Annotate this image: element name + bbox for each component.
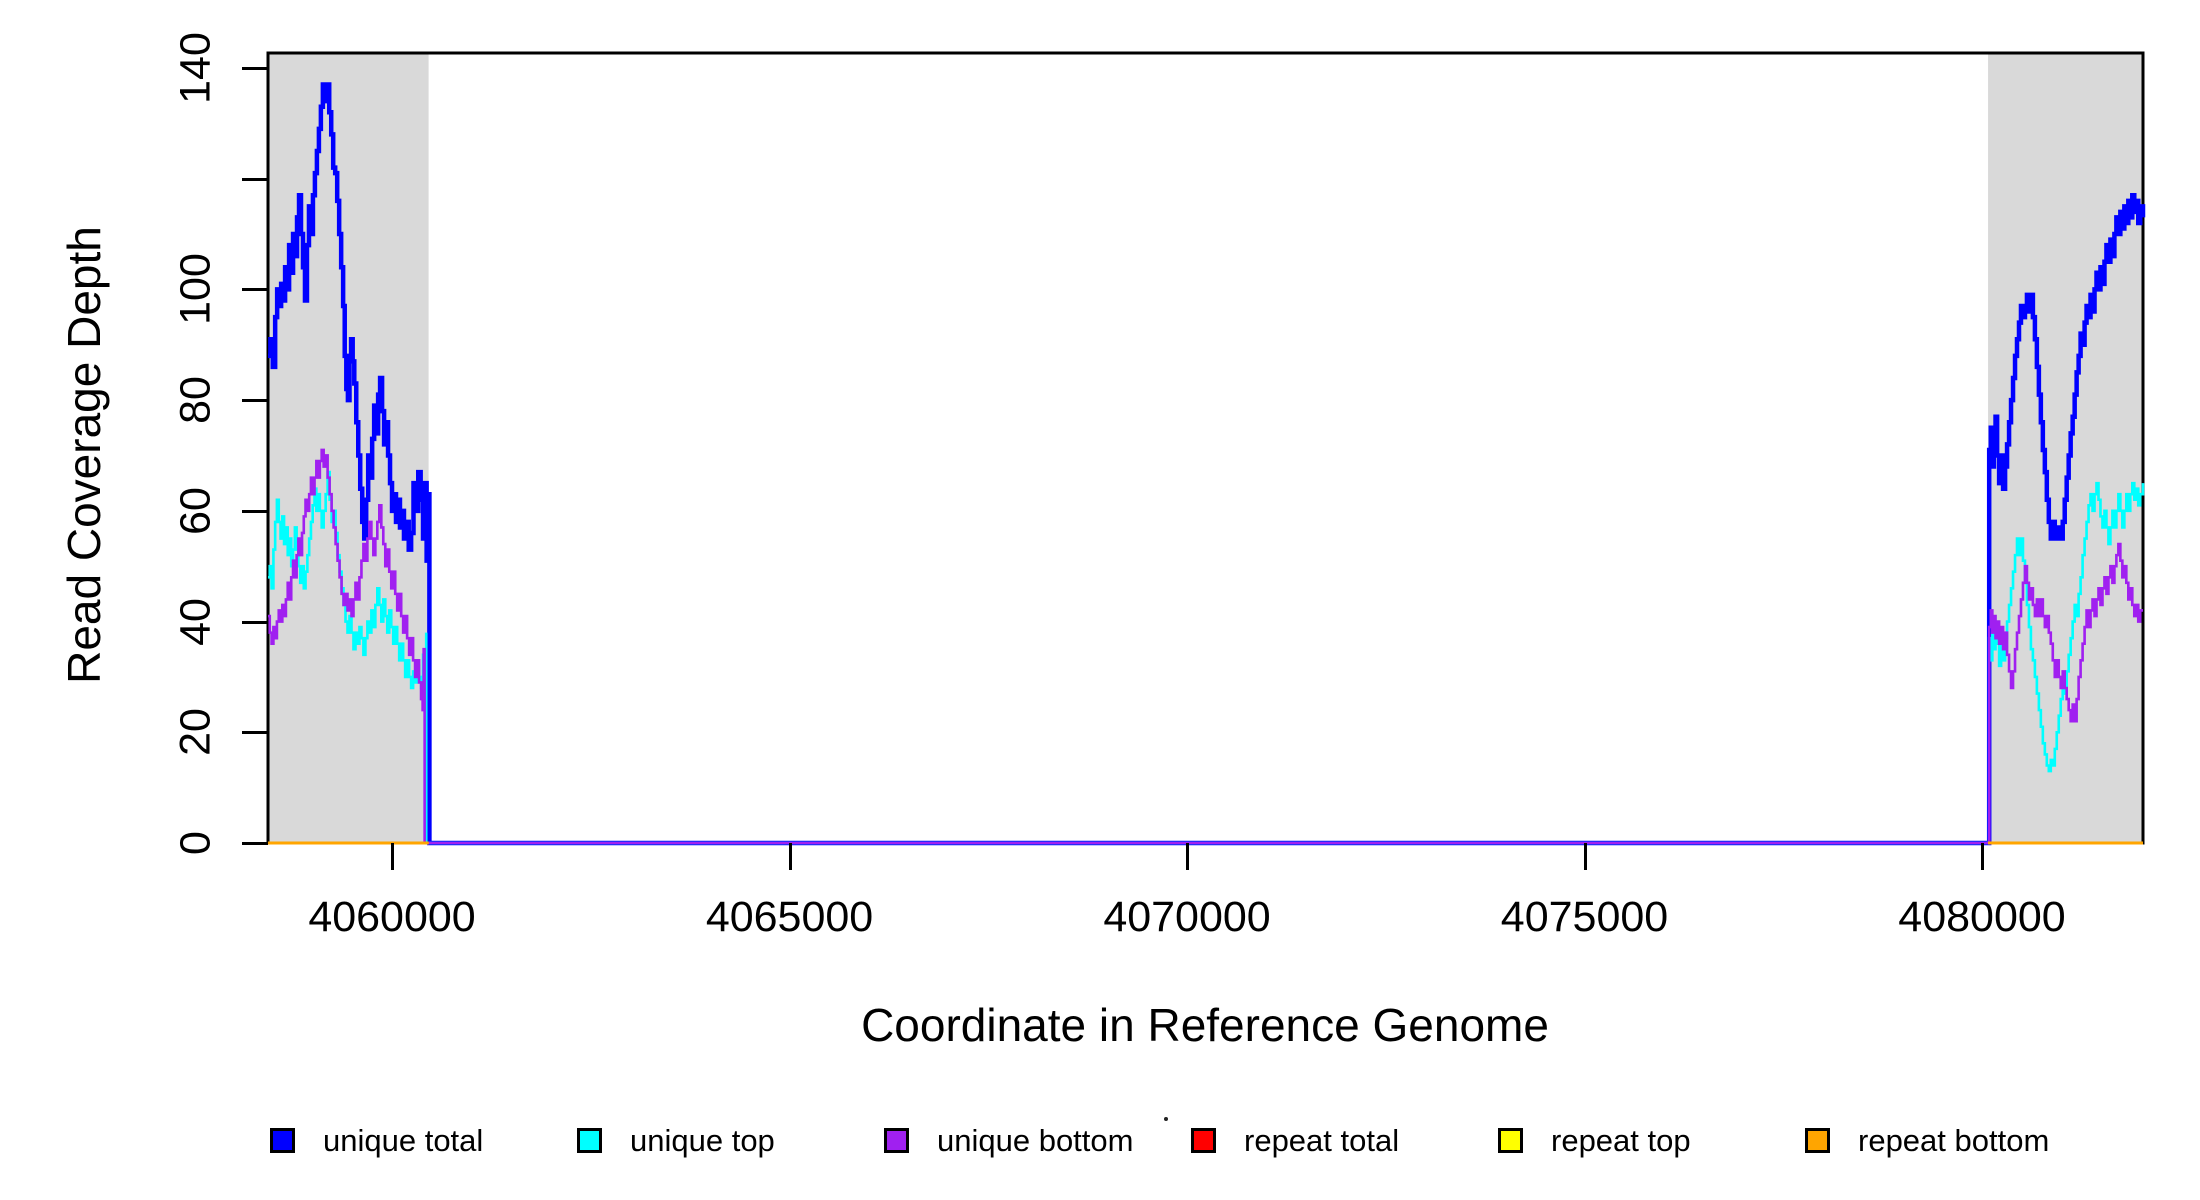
legend-label: unique total: [323, 1122, 484, 1158]
legend-swatch-unique-bottom-icon: [884, 1127, 909, 1153]
y-axis-tick: [242, 509, 268, 513]
y-axis-tick-label: 60: [171, 486, 220, 535]
y-axis-tick: [242, 620, 268, 624]
legend-item-repeat-total: repeat total: [1191, 1122, 1399, 1158]
y-axis-tick-label: 80: [171, 376, 220, 425]
legend-item-repeat-bottom: repeat bottom: [1805, 1122, 2049, 1158]
x-axis-tick: [391, 843, 395, 870]
legend-item-repeat-top: repeat top: [1498, 1122, 1691, 1158]
x-axis-tick-label: 4070000: [1103, 893, 1271, 941]
y-axis-tick-label: 20: [171, 708, 220, 757]
x-axis-tick: [1981, 843, 1984, 870]
legend-item-unique-top: unique top: [577, 1122, 775, 1158]
y-axis-tick: [242, 399, 268, 403]
repeat-region-left: [268, 53, 429, 843]
legend-label: repeat total: [1244, 1122, 1400, 1158]
repeat-region-right: [1988, 53, 2143, 843]
plot-area: [268, 53, 2143, 843]
x-axis-tick: [1583, 843, 1587, 870]
legend-swatch-repeat-total-icon: [1191, 1127, 1216, 1153]
legend-label: unique top: [630, 1122, 775, 1158]
stray-dot-artifact: [1164, 1117, 1168, 1121]
x-axis-tick: [1186, 843, 1190, 870]
y-axis-tick: [242, 177, 268, 181]
legend-swatch-repeat-bottom-icon: [1805, 1127, 1830, 1153]
legend-swatch-unique-total-icon: [270, 1127, 295, 1153]
y-axis-tick-label: 100: [171, 253, 220, 326]
legend-item-unique-total: unique total: [270, 1122, 483, 1158]
x-axis-tick-label: 4060000: [308, 893, 476, 941]
plot-canvas: [268, 53, 2143, 843]
y-axis-tick-label: 0: [171, 831, 220, 855]
series-unique-total-line: [268, 85, 2143, 843]
legend-item-unique-bottom: unique bottom: [884, 1122, 1133, 1158]
x-axis-tick-label: 4080000: [1898, 893, 2066, 941]
legend-label: repeat top: [1551, 1122, 1691, 1158]
y-axis-tick: [242, 66, 268, 70]
legend-label: repeat bottom: [1858, 1122, 2050, 1158]
y-axis-title: Read Coverage Depth: [58, 226, 110, 684]
y-axis-tick: [242, 731, 268, 735]
plot-frame: [268, 53, 2143, 843]
y-axis-tick: [242, 842, 268, 845]
legend-label: unique bottom: [937, 1122, 1134, 1158]
legend-swatch-repeat-top-icon: [1498, 1127, 1523, 1153]
legend-swatch-unique-top-icon: [577, 1127, 602, 1153]
series-unique-top-line: [268, 472, 2143, 843]
y-axis-tick-label: 140: [171, 32, 220, 104]
y-axis-tick: [242, 288, 268, 292]
x-axis-tick-label: 4065000: [705, 893, 874, 941]
x-axis-title: Coordinate in Reference Genome: [861, 999, 1549, 1051]
x-axis-tick: [788, 843, 792, 870]
series-unique-bottom-line: [268, 450, 2143, 843]
y-axis-tick-label: 40: [171, 597, 220, 646]
x-axis-tick-label: 4075000: [1500, 893, 1669, 941]
